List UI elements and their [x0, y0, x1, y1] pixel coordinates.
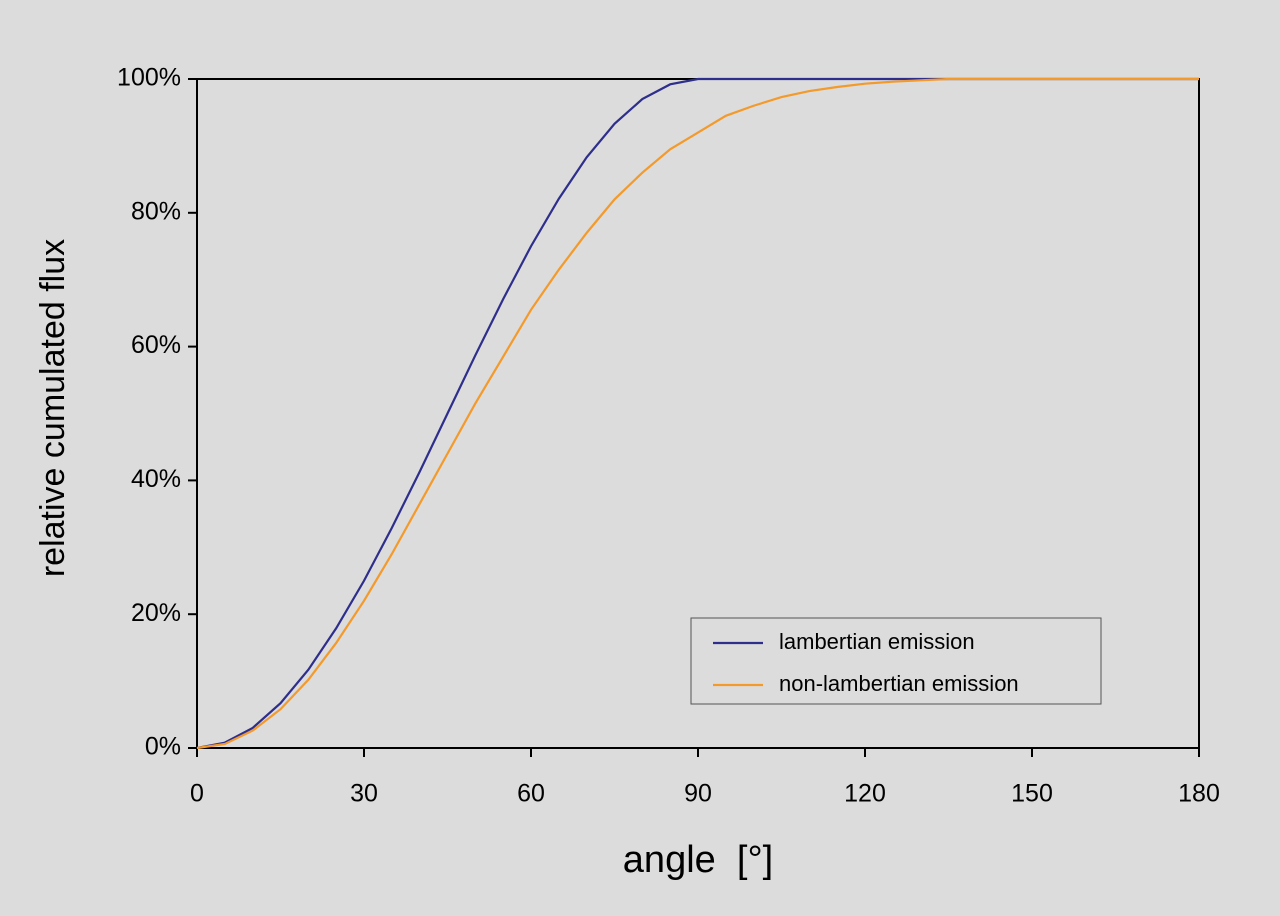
data-line — [196, 77, 1199, 750]
x-tick-label: 90 — [684, 780, 712, 808]
y-axis-title: relative cumulated flux — [34, 239, 72, 577]
y-tick-label: 20% — [131, 599, 181, 627]
y-tick-label: 100% — [117, 64, 181, 92]
legend-label: lambertian emission — [779, 629, 975, 654]
x-tick-label: 150 — [1011, 780, 1053, 808]
x-tick-label: 30 — [350, 780, 378, 808]
x-tick-label: 60 — [517, 780, 545, 808]
x-axis-title: angle [°] — [623, 839, 773, 881]
x-tick-label: 120 — [844, 780, 886, 808]
y-tick-label: 0% — [145, 733, 181, 761]
legend-box — [690, 617, 1102, 705]
y-tick-label: 60% — [131, 331, 181, 359]
y-tick-label: 40% — [131, 465, 181, 493]
y-tick-label: 80% — [131, 197, 181, 225]
x-tick-label: 180 — [1178, 780, 1220, 808]
x-tick-label: 0 — [190, 780, 204, 808]
legend-label: non-lambertian emission — [779, 671, 1019, 696]
